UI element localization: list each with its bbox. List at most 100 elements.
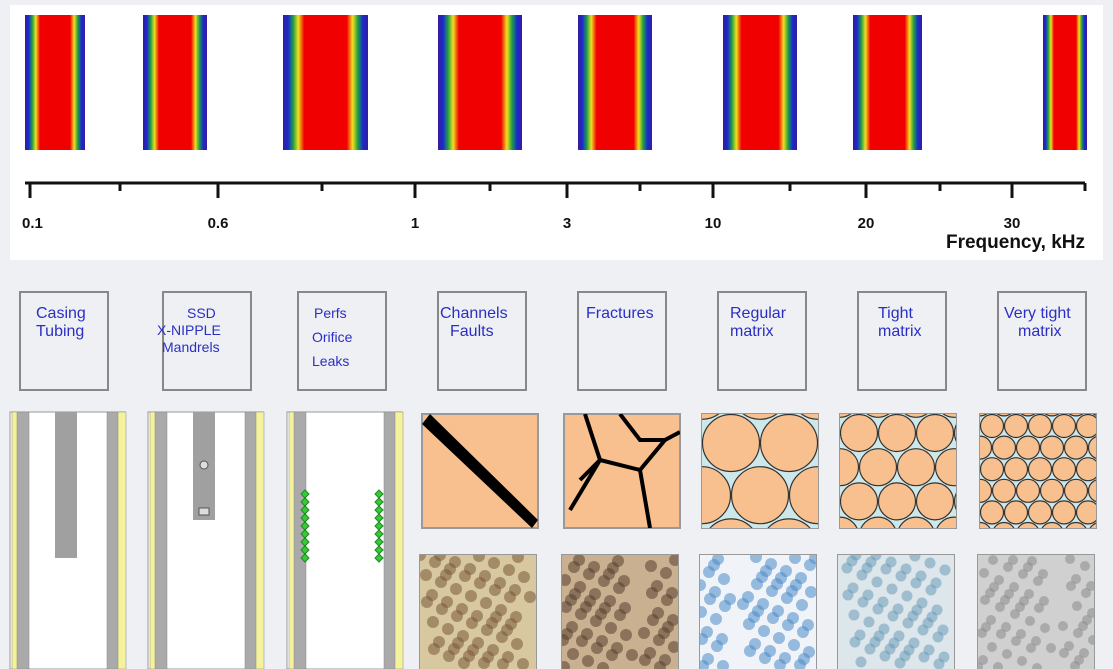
- speckle: [925, 558, 936, 569]
- speckle: [708, 559, 720, 571]
- grain: [957, 415, 980, 438]
- speckle: [434, 549, 446, 561]
- grain: [957, 544, 980, 567]
- speckle: [1024, 589, 1034, 599]
- speckle: [1065, 554, 1075, 564]
- speckle: [596, 635, 608, 647]
- grain: [1017, 393, 1040, 416]
- speckle: [789, 552, 801, 564]
- speckle: [619, 602, 631, 614]
- speckle: [900, 651, 911, 662]
- speckle: [893, 604, 904, 615]
- category-label: Orifice: [312, 329, 353, 345]
- speckle: [559, 574, 571, 586]
- grain: [822, 517, 859, 554]
- speckle: [796, 599, 808, 611]
- speckle: [638, 627, 650, 639]
- grain: [1065, 393, 1088, 416]
- speckle: [924, 645, 935, 656]
- grain: [898, 449, 935, 486]
- grain: [841, 483, 878, 520]
- speckle: [695, 606, 707, 618]
- grain: [1005, 458, 1028, 481]
- grain: [898, 380, 935, 417]
- speckle: [427, 616, 439, 628]
- category-label: Faults: [450, 323, 494, 340]
- grain: [1101, 501, 1113, 524]
- speckle: [788, 639, 800, 651]
- grain: [969, 523, 992, 546]
- grain: [917, 415, 954, 452]
- speckle: [1079, 648, 1089, 658]
- speckle: [701, 626, 713, 638]
- grain: [1017, 523, 1040, 546]
- grain: [1041, 479, 1064, 502]
- speckle: [645, 560, 657, 572]
- spectrum-band: [853, 15, 922, 150]
- speckle: [786, 585, 798, 597]
- speckle: [1008, 555, 1018, 565]
- grain: [936, 449, 973, 486]
- speckle: [658, 627, 670, 639]
- speckle: [994, 575, 1004, 585]
- panel: [694, 551, 821, 669]
- category-label: Very tight: [1004, 305, 1071, 322]
- speckle: [1071, 574, 1081, 584]
- speckle: [916, 571, 927, 582]
- grain: [1065, 436, 1088, 459]
- grain: [1041, 523, 1064, 546]
- grain: [969, 479, 992, 502]
- speckle: [604, 595, 616, 607]
- speckle: [772, 605, 784, 617]
- speckle: [894, 631, 905, 642]
- spectrum-band: [25, 15, 85, 150]
- grain: [1053, 415, 1076, 438]
- grain: [969, 436, 992, 459]
- panel-bg: [564, 414, 680, 528]
- speckle: [501, 624, 513, 636]
- grain: [917, 483, 954, 520]
- speckle: [780, 565, 792, 577]
- category-label: SSD: [187, 305, 216, 321]
- speckle: [659, 654, 671, 666]
- speckle: [977, 628, 987, 638]
- speckle: [524, 591, 536, 603]
- speckle: [979, 568, 989, 578]
- spectrum-band: [283, 15, 368, 150]
- category-label: matrix: [730, 323, 774, 340]
- speckle: [878, 597, 889, 608]
- speckle: [749, 638, 761, 650]
- speckle: [750, 551, 762, 563]
- speckle: [1000, 595, 1010, 605]
- grain: [860, 449, 897, 486]
- speckle: [709, 586, 721, 598]
- grain: [1089, 479, 1112, 502]
- speckle: [503, 564, 515, 576]
- mandrel: [199, 508, 209, 515]
- grain: [898, 517, 935, 554]
- spectrum-band: [578, 15, 652, 150]
- speckle: [908, 611, 919, 622]
- panel: [973, 554, 1098, 669]
- grain: [674, 467, 731, 524]
- speckle: [1031, 636, 1041, 646]
- grain: [1017, 436, 1040, 459]
- grain: [879, 415, 916, 452]
- grain: [1101, 544, 1113, 567]
- speckle: [463, 650, 475, 662]
- speckle: [847, 556, 858, 567]
- well-wall: [245, 412, 257, 669]
- grain: [993, 436, 1016, 459]
- speckle: [909, 638, 920, 649]
- speckle: [864, 617, 875, 628]
- speckle: [1038, 569, 1048, 579]
- speckle: [495, 604, 507, 616]
- category-label: Mandrels: [162, 339, 220, 355]
- speckle: [612, 555, 624, 567]
- spectrum-band: [143, 15, 207, 150]
- speckle: [440, 569, 452, 581]
- spectrum-band: [723, 15, 797, 150]
- speckle: [887, 584, 898, 595]
- axis-title: Frequency, kHz: [946, 232, 1085, 253]
- speckle: [669, 554, 681, 566]
